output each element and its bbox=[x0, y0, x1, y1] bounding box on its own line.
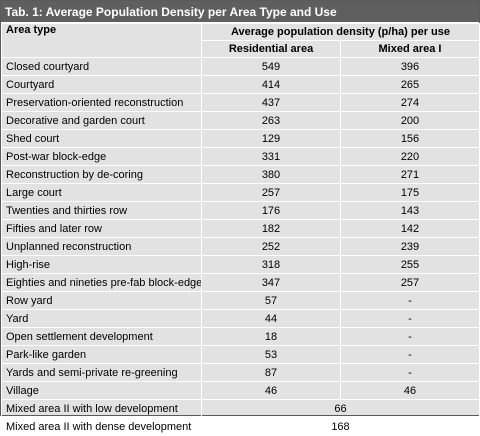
area-cell: Eighties and nineties pre-fab block-edge bbox=[1, 273, 202, 292]
mixed-cell: 156 bbox=[340, 129, 480, 148]
mixed-cell: 200 bbox=[340, 111, 480, 130]
area-cell: Closed courtyard bbox=[1, 57, 202, 76]
table-row: Twenties and thirties row 176 143 bbox=[1, 201, 480, 220]
area-cell: Open settlement development bbox=[1, 327, 202, 346]
mixed-cell: 175 bbox=[340, 183, 480, 202]
residential-cell: 414 bbox=[201, 75, 341, 94]
mixed-cell: - bbox=[340, 309, 480, 328]
mixed-cell: 143 bbox=[340, 201, 480, 220]
area-cell: Row yard bbox=[1, 291, 202, 310]
mixed-cell: 142 bbox=[340, 219, 480, 238]
mixed-cell: 239 bbox=[340, 237, 480, 256]
area-cell: Park-like garden bbox=[1, 345, 202, 364]
table-row: Yards and semi-private re-greening 87- bbox=[1, 363, 480, 382]
residential-cell: 182 bbox=[201, 219, 341, 238]
area-cell: Village bbox=[1, 381, 202, 400]
table-row: Yard 44- bbox=[1, 309, 480, 328]
area-cell: Post-war block-edge bbox=[1, 147, 202, 166]
area-cell: Large court bbox=[1, 183, 202, 202]
area-cell: Mixed area II with dense development bbox=[1, 417, 202, 436]
table-body: Closed courtyard 549 396 Courtyard 414 265 Pre… bbox=[1, 57, 480, 436]
residential-cell: 44 bbox=[201, 309, 341, 328]
mixed-cell: 46 bbox=[340, 381, 480, 400]
mixed-cell: - bbox=[340, 345, 480, 364]
residential-cell: 380 bbox=[201, 165, 341, 184]
residential-cell: 347 bbox=[201, 273, 341, 292]
residential-cell: 18 bbox=[201, 327, 341, 346]
residential-cell: 46 bbox=[201, 381, 341, 400]
table-row: Row yard 57- bbox=[1, 291, 480, 310]
table-row: Decorative and garden court 263 200 bbox=[1, 111, 480, 130]
mixed-cell: 255 bbox=[340, 255, 480, 274]
area-cell: Yards and semi-private re-greening bbox=[1, 363, 202, 382]
table-row: Courtyard 414 265 bbox=[1, 75, 480, 94]
residential-cell: 549 bbox=[201, 57, 341, 76]
mixed-cell: 274 bbox=[340, 93, 480, 112]
area-cell: Reconstruction by de-coring bbox=[1, 165, 202, 184]
merged-value-cell: 168 bbox=[201, 417, 480, 436]
header-residential: Residential area bbox=[201, 40, 341, 58]
residential-cell: 263 bbox=[201, 111, 341, 130]
table-row: Large court 257 175 bbox=[1, 183, 480, 202]
table-row: Open settlement development 18- bbox=[1, 327, 480, 346]
header-mixed: Mixed area I bbox=[340, 40, 480, 58]
area-cell: Courtyard bbox=[1, 75, 202, 94]
table-row: Reconstruction by de-coring 380 271 bbox=[1, 165, 480, 184]
area-cell: Decorative and garden court bbox=[1, 111, 202, 130]
mixed-cell: 271 bbox=[340, 165, 480, 184]
mixed-cell: - bbox=[340, 363, 480, 382]
area-cell: Unplanned reconstruction bbox=[1, 237, 202, 256]
table-row: Village 46 46 bbox=[1, 381, 480, 400]
area-cell: Shed court bbox=[1, 129, 202, 148]
table-row: Post-war block-edge 331 220 bbox=[1, 147, 480, 166]
merged-value-cell: 66 bbox=[201, 399, 480, 418]
residential-cell: 252 bbox=[201, 237, 341, 256]
residential-cell: 176 bbox=[201, 201, 341, 220]
density-table: Area type Average population density (p/… bbox=[1, 23, 480, 436]
residential-cell: 57 bbox=[201, 291, 341, 310]
table-row: Closed courtyard 549 396 bbox=[1, 57, 480, 76]
mixed-cell: 396 bbox=[340, 57, 480, 76]
residential-cell: 87 bbox=[201, 363, 341, 382]
residential-cell: 129 bbox=[201, 129, 341, 148]
table-row: Eighties and nineties pre-fab block-edge… bbox=[1, 273, 480, 292]
mixed-cell: 220 bbox=[340, 147, 480, 166]
residential-cell: 257 bbox=[201, 183, 341, 202]
table-row: Unplanned reconstruction 252 239 bbox=[1, 237, 480, 256]
table-row: High-rise 318 255 bbox=[1, 255, 480, 274]
header-row: Area type Average population density (p/… bbox=[1, 23, 480, 58]
header-area-type: Area type bbox=[1, 23, 202, 58]
header-density: Average population density (p/ha) per us… bbox=[201, 23, 480, 41]
area-cell: Twenties and thirties row bbox=[1, 201, 202, 220]
table-row-merged: Mixed area II with low development 66 bbox=[1, 399, 480, 418]
mixed-cell: 265 bbox=[340, 75, 480, 94]
table-row: Park-like garden 53- bbox=[1, 345, 480, 364]
table-row-merged: Mixed area II with dense development 168 bbox=[1, 417, 480, 436]
area-cell: Fifties and later row bbox=[1, 219, 202, 238]
residential-cell: 331 bbox=[201, 147, 341, 166]
mixed-cell: 257 bbox=[340, 273, 480, 292]
residential-cell: 53 bbox=[201, 345, 341, 364]
table-row: Fifties and later row 182 142 bbox=[1, 219, 480, 238]
area-cell: Preservation-oriented reconstruction bbox=[1, 93, 202, 112]
area-cell: Yard bbox=[1, 309, 202, 328]
table-row: Preservation-oriented reconstruction 437 2… bbox=[1, 93, 480, 112]
mixed-cell: - bbox=[340, 327, 480, 346]
residential-cell: 437 bbox=[201, 93, 341, 112]
area-cell: Mixed area II with low development bbox=[1, 399, 202, 418]
area-cell: High-rise bbox=[1, 255, 202, 274]
mixed-cell: - bbox=[340, 291, 480, 310]
residential-cell: 318 bbox=[201, 255, 341, 274]
table-title: Tab. 1: Average Population Density per A… bbox=[1, 1, 479, 23]
table-row: Shed court 129 156 bbox=[1, 129, 480, 148]
